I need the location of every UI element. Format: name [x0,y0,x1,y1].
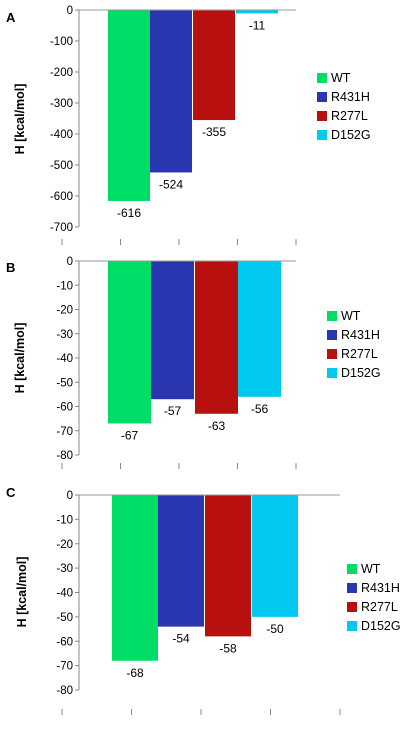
y-tick-label: -70 [56,661,73,673]
y-tick-label: -30 [56,329,73,341]
bar-d152g [252,495,298,617]
legend-label-wt: WT [341,309,361,323]
data-label-wt: -616 [117,206,141,220]
legend-label-r431h: R431H [341,328,380,342]
legend-swatch-r431h [317,92,327,102]
y-tick-label: -600 [50,191,73,203]
legend-label-r431h: R431H [331,90,370,104]
data-label-wt: -68 [126,666,144,680]
y-tick-label: -10 [56,514,73,526]
legend-label-r431h: R431H [361,581,400,595]
y-tick-label: -70 [56,426,73,438]
legend-label-d152g: D152G [331,128,371,142]
y-tick-label: -200 [50,67,73,79]
bar-r277l [195,261,238,414]
legend-swatch-r277l [347,602,357,612]
bar-d152g [238,261,281,397]
panel-letter: B [6,260,15,275]
bar-d152g [236,10,278,14]
legend-swatch-wt [327,311,337,321]
y-tick-label: -30 [56,563,73,575]
y-tick-label: -500 [50,160,73,172]
bar-r277l [205,495,251,637]
y-tick-label: -60 [56,402,73,414]
data-label-d152g: -50 [266,622,284,636]
legend-label-r277l: R277L [341,347,378,361]
y-tick-label: 0 [67,490,73,502]
y-tick-label: 0 [67,256,73,268]
data-label-wt: -67 [121,428,139,442]
y-tick-label: -10 [56,280,73,292]
chart-panel-a: A H [kcal/mol] 0 -100 -200 -300 -400 -500 -600 -7… [6,5,371,245]
legend: WT R431H R277L D152G [327,309,381,380]
bar-r431h [150,10,192,173]
bar-wt [108,261,151,424]
legend-swatch-r277l [327,349,337,359]
y-tick-label: -100 [50,36,73,48]
data-label-d152g: -11 [249,18,266,32]
legend-swatch-r277l [317,111,327,121]
data-label-d152g: -56 [251,402,269,416]
data-label-r431h: -524 [159,177,183,191]
bar-r431h [151,261,194,400]
y-tick-label: -400 [50,129,73,141]
legend-label-d152g: D152G [361,619,401,633]
bar-r277l [193,10,235,121]
y-axis-label: H [kcal/mol] [13,84,27,155]
legend-label-d152g: D152G [341,366,381,380]
y-tick-label: -300 [50,98,73,110]
y-axis-label: H [kcal/mol] [15,557,29,628]
legend-swatch-r431h [347,583,357,593]
chart-panel-b: B H [kcal/mol] 0 -10 -20 -30 -40 -50 -60 -70 -80 -6… [6,256,381,469]
legend-swatch-r431h [327,330,337,340]
y-tick-label: -40 [56,353,73,365]
y-tick-label: -20 [56,539,73,551]
legend-label-wt: WT [331,71,351,85]
bar-wt [108,10,150,201]
legend-swatch-d152g [317,130,327,140]
legend: WT R431H R277L D152G [317,71,371,142]
y-axis-label: H [kcal/mol] [13,323,27,394]
data-label-r277l: -63 [208,419,226,433]
legend: WT R431H R277L D152G [347,562,401,633]
panel-letter: A [6,10,16,25]
y-tick-label: -80 [56,685,73,697]
y-tick-label: -80 [56,450,73,462]
data-label-r277l: -355 [202,125,226,139]
legend-label-r277l: R277L [361,600,398,614]
chart-panel-c: C H [kcal/mol] 0 -10 -20 -30 -40 -50 -60 -70 -80 -6… [6,485,401,715]
data-label-r431h: -57 [164,404,182,418]
panel-letter: C [6,485,16,500]
bar-wt [112,495,158,661]
legend-swatch-wt [347,564,357,574]
y-tick-label: -60 [56,636,73,648]
legend-swatch-d152g [347,621,357,631]
legend-swatch-wt [317,73,327,83]
y-tick-label: -50 [56,612,73,624]
data-label-r431h: -54 [172,632,190,646]
bar-r431h [158,495,204,627]
y-tick-label: 0 [67,5,73,17]
y-tick-label: -40 [56,588,73,600]
data-label-r277l: -58 [219,641,237,655]
legend-swatch-d152g [327,368,337,378]
y-tick-label: -50 [56,377,73,389]
legend-label-wt: WT [361,562,381,576]
y-tick-label: -20 [56,305,73,317]
legend-label-r277l: R277L [331,109,368,123]
y-tick-label: -700 [50,222,73,234]
